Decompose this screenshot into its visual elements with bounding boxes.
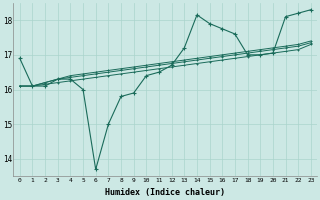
X-axis label: Humidex (Indice chaleur): Humidex (Indice chaleur) [105,188,225,197]
